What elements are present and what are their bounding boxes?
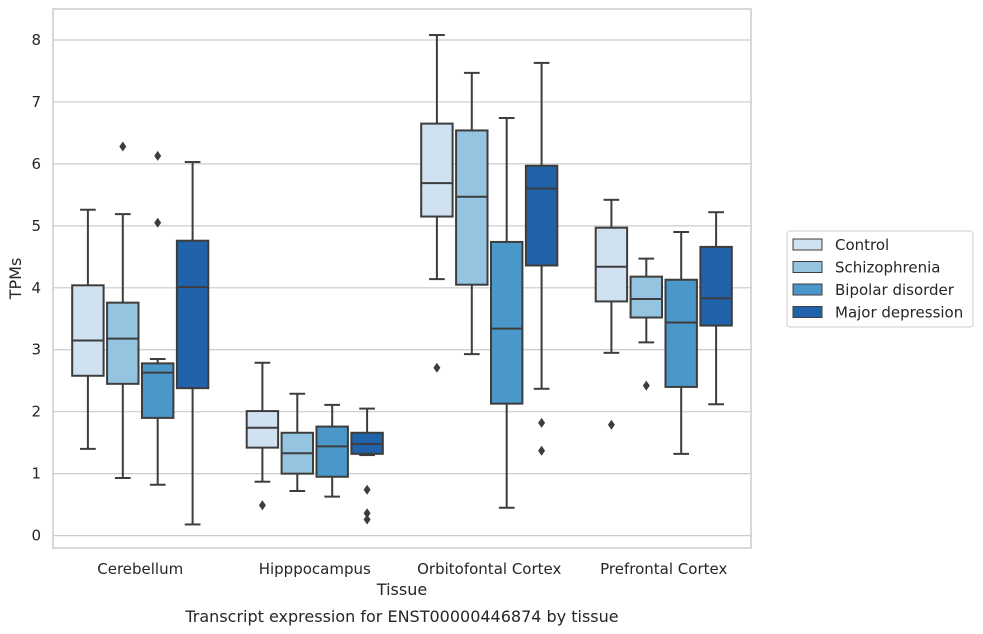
box-iqr [699,245,733,327]
y-tick-label: 1 [31,465,41,483]
y-tick-label: 5 [31,217,41,235]
legend-swatch [792,261,823,273]
outlier-point [363,508,371,519]
box-orbitofontal-cortex-control [420,34,454,373]
box-iqr [524,164,559,267]
outlier-point [363,484,371,495]
legend-entry: Control [792,236,889,254]
legend-entry: Major depression [792,304,963,322]
legend-swatch [792,238,823,251]
box-iqr [315,425,349,478]
box-hipppocampus-schizophrenia [280,392,315,493]
box-hipppocampus-bipolar-disorder [315,403,349,498]
box-prefrontal-cortex-schizophrenia [629,257,664,391]
legend-label: Bipolar disorder [835,281,955,299]
box-iqr [71,284,105,377]
legend-entry: Bipolar disorder [792,281,955,299]
box-prefrontal-cortex-major-depression [699,211,733,406]
y-tick-label: 0 [31,527,41,545]
y-tick-label: 6 [31,155,41,173]
outlier-point [607,419,615,430]
box-orbitofontal-cortex-schizophrenia [455,71,489,356]
box-cerebellum-schizophrenia [106,141,140,479]
legend-swatch [792,283,823,296]
box-prefrontal-cortex-bipolar-disorder [664,231,698,455]
legend-label: Major depression [835,304,963,322]
box-orbitofontal-cortex-major-depression [524,61,559,456]
outlier-point [538,417,546,428]
box-iqr [140,362,175,419]
y-tick-label: 7 [31,93,41,111]
box-cerebellum-bipolar-disorder [140,150,175,486]
box-cerebellum-control [71,208,105,450]
x-axis-label: Tissue [376,580,427,599]
legend-frame [786,230,974,328]
box-iqr [629,275,664,319]
y-tick-label: 2 [31,403,41,421]
box-prefrontal-cortex-control [594,198,629,430]
box-orbitofontal-cortex-bipolar-disorder [489,117,524,509]
box-iqr [245,410,280,449]
chart-caption: Transcript expression for ENST0000044687… [184,607,618,626]
x-tick-label: Hipppocampus [259,560,371,578]
x-tick-label: Orbitofontal Cortex [417,560,561,578]
legend-label: Control [835,236,889,254]
x-tick-label: Cerebellum [97,560,183,578]
box-iqr [106,301,140,385]
outlier-point [433,362,441,373]
box-hipppocampus-major-depression [350,407,384,525]
outlier-point [258,500,266,511]
outlier-point [154,217,162,228]
box-iqr [664,278,698,388]
y-axis-ticks: 0 1 2 3 4 5 6 7 8 [31,31,41,545]
legend-label: Schizophrenia [835,259,940,277]
outlier-point [363,514,371,525]
x-axis-ticks: Cerebellum Hipppocampus Orbitofontal Corte… [97,560,727,578]
boxes-layer [71,34,733,526]
box-cerebellum-major-depression [175,161,210,526]
outlier-point [642,380,650,391]
box-iqr [455,129,489,286]
box-iqr [175,239,210,390]
y-tick-label: 3 [31,341,41,359]
y-tick-label: 8 [31,31,41,49]
legend-swatch [792,306,823,318]
box-hipppocampus-control [245,361,280,511]
outlier-point [538,445,546,456]
box-iqr [594,226,629,303]
box-iqr [420,122,454,218]
x-tick-label: Prefrontal Cortex [600,560,727,578]
y-tick-label: 4 [31,279,41,297]
y-axis-label: TPMs [6,258,25,301]
box-iqr [489,240,524,405]
outlier-point [119,141,127,152]
plot-frame [52,8,752,549]
outlier-point [154,150,162,161]
legend: Control Schizophrenia Bipolar disorder Majo… [786,230,974,328]
legend-entry: Schizophrenia [792,259,940,277]
